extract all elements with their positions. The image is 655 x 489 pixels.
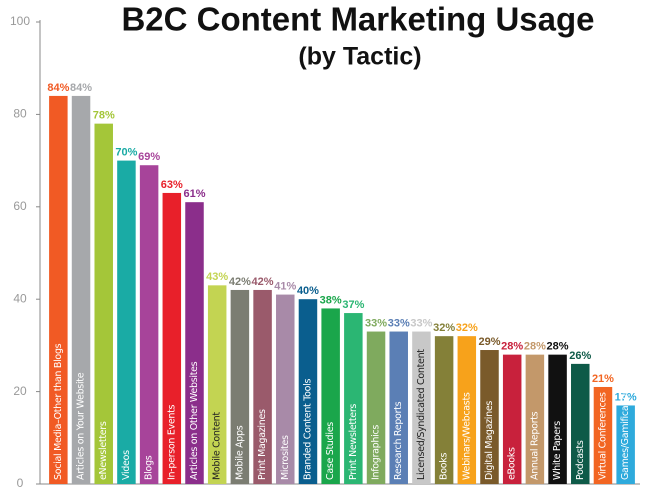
bar <box>412 331 431 484</box>
value-label: 78% <box>93 110 115 122</box>
value-label: 42% <box>252 276 274 288</box>
value-label: 32% <box>433 322 455 334</box>
value-label: 17% <box>615 391 637 403</box>
category-label: Research Reports <box>393 401 404 480</box>
value-label: 41% <box>274 280 296 292</box>
category-label: Games/Gamification <box>620 388 631 480</box>
bar <box>139 165 159 484</box>
value-label: 33% <box>388 317 410 329</box>
category-label: Annual Reports <box>529 411 540 480</box>
y-tick-label: 80 <box>13 107 27 121</box>
bar <box>321 308 340 484</box>
value-label: 37% <box>342 299 364 311</box>
category-label: Case Studies <box>325 422 336 480</box>
bar <box>298 299 318 484</box>
bar <box>230 289 250 484</box>
value-label: 38% <box>320 294 342 306</box>
bar <box>593 386 613 484</box>
bar <box>389 331 408 484</box>
category-label: Digital Magazines <box>484 401 495 480</box>
category-label: Virtual Conferences <box>597 392 608 480</box>
bar <box>185 202 204 484</box>
value-label: 43% <box>206 271 228 283</box>
y-tick-label: 0 <box>17 476 24 489</box>
bar <box>434 336 454 484</box>
category-label: eNewsletters <box>98 421 109 480</box>
bar <box>344 313 363 484</box>
category-label: Print Magazines <box>257 409 268 480</box>
category-label: Microsites <box>280 435 291 480</box>
category-label: Licensed/Syndicated Content <box>416 349 427 480</box>
category-label: White Papers <box>552 421 563 480</box>
value-label: 29% <box>478 336 500 348</box>
bar <box>480 350 499 484</box>
value-label: 70% <box>115 147 137 159</box>
bar <box>253 289 272 484</box>
category-label: Books <box>439 453 450 480</box>
value-label: 26% <box>569 350 591 362</box>
y-tick-label: 40 <box>13 291 27 305</box>
category-label: Videos <box>121 450 132 480</box>
value-label: 42% <box>229 276 251 288</box>
bar <box>71 95 91 485</box>
value-label: 28% <box>501 341 523 353</box>
chart-title: B2C Content Marketing Usage <box>121 1 594 38</box>
bar <box>117 160 136 484</box>
category-label: Webinars/Webcasts <box>461 392 472 480</box>
category-label: Social Media–Other than Blogs <box>53 343 64 480</box>
value-label: 32% <box>456 322 478 334</box>
category-label: In-person Events <box>166 404 177 480</box>
bar <box>457 336 477 484</box>
category-label: Articles on Your Website <box>76 372 87 480</box>
value-label: 28% <box>524 341 546 353</box>
value-label: 84% <box>47 82 69 94</box>
category-label: Blogs <box>144 455 155 480</box>
value-label: 21% <box>592 373 614 385</box>
category-label: Infographics <box>371 425 382 480</box>
category-label: Articles on Other Websites <box>189 361 200 480</box>
bar <box>548 354 567 484</box>
bar <box>571 363 590 484</box>
category-label: Mobile Content <box>212 412 223 480</box>
category-label: Mobile Apps <box>234 425 245 480</box>
bar <box>276 294 295 484</box>
bar <box>525 354 545 484</box>
bar <box>162 192 182 484</box>
category-label: Podcasts <box>575 440 586 480</box>
value-label: 61% <box>183 188 205 200</box>
chart-subtitle: (by Tactic) <box>298 43 421 71</box>
bar <box>49 95 68 485</box>
value-label: 69% <box>138 151 160 163</box>
bar <box>366 331 386 484</box>
category-label: Branded Content Tools <box>302 379 313 480</box>
value-label: 28% <box>547 341 569 353</box>
value-label: 84% <box>70 82 92 94</box>
category-label: Print Newsletters <box>348 404 359 480</box>
bar <box>502 354 522 484</box>
y-tick-label: 60 <box>13 199 27 213</box>
value-label: 33% <box>365 317 387 329</box>
category-label: eBooks <box>507 447 518 480</box>
bar <box>616 405 635 484</box>
value-label: 63% <box>161 179 183 191</box>
y-tick-label: 100 <box>10 14 30 28</box>
value-label: 40% <box>297 285 319 297</box>
y-tick-label: 20 <box>13 384 27 398</box>
bar <box>94 123 113 484</box>
value-label: 33% <box>410 317 432 329</box>
bar <box>207 285 227 484</box>
